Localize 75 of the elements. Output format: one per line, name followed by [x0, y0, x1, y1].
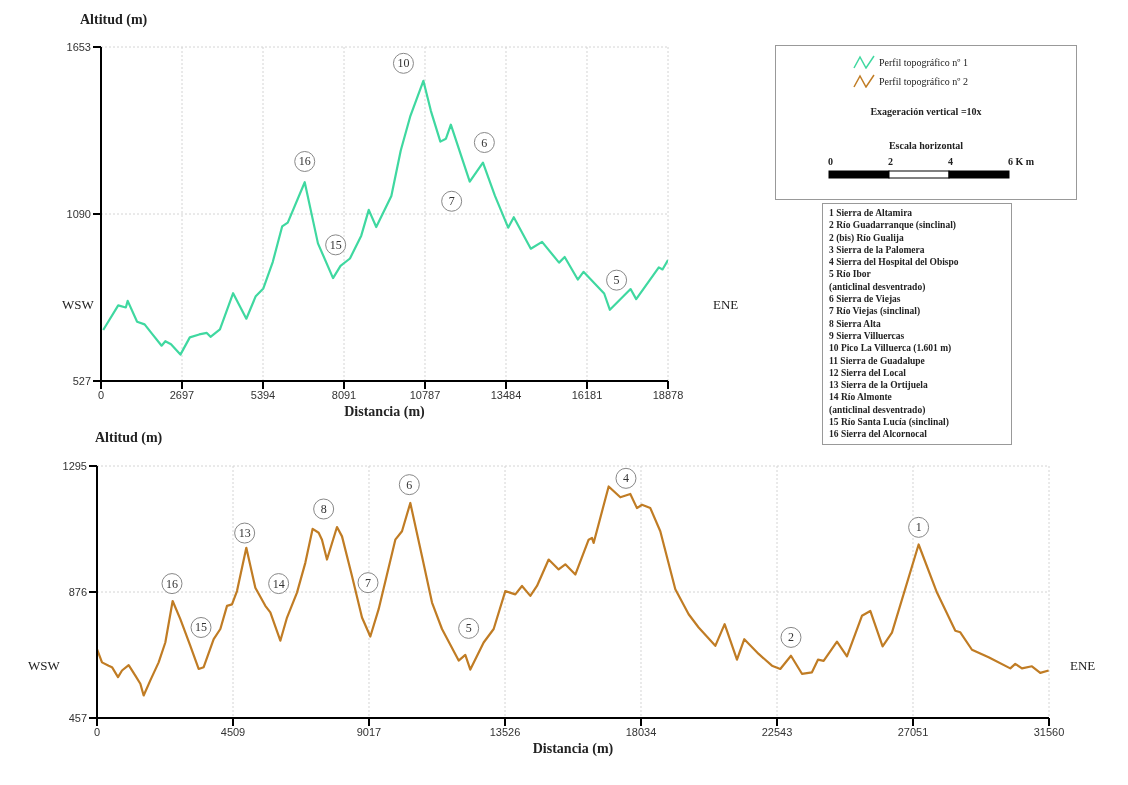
annotation: 8: [320, 502, 327, 516]
text: 5 Río Ibor: [829, 268, 872, 281]
x-tick-label: 13484: [490, 388, 522, 401]
x-tick-label: 5394: [250, 388, 276, 401]
annotation: 14: [272, 576, 285, 591]
text: 14 Río Almonte: [829, 391, 893, 404]
x-tick-label: 27051: [897, 725, 929, 738]
text: 8 Sierra Alta: [829, 317, 882, 330]
annotation: 10: [397, 56, 410, 71]
annotation: 6: [481, 135, 488, 150]
x-axis-title: Distancia (m): [532, 741, 614, 757]
text: Exageración vertical =10x: [869, 106, 983, 117]
x-tick-label: 2697: [169, 388, 195, 401]
x-axis-title: Distancia (m): [344, 404, 426, 420]
text: 7 Río Viejas (sinclinal): [829, 305, 922, 318]
annotation: 2: [787, 630, 794, 645]
x-tick-label: 4509: [220, 725, 246, 738]
annotation: 16: [165, 576, 178, 591]
text: 15 Río Santa Lucía (sinclinal): [829, 416, 950, 429]
line-series: [102, 79, 668, 356]
text: 12 Sierra del Local: [829, 366, 907, 380]
annotation: 5: [613, 273, 620, 288]
text: 6 Sierra de Viejas: [829, 293, 902, 306]
y-tick-label: 457: [68, 711, 87, 724]
x-tick-label: 9017: [356, 725, 382, 738]
text: ENE: [1070, 658, 1096, 674]
x-tick-label: 18034: [625, 725, 657, 738]
text: 2 Río Guadarranque (sinclinal): [829, 219, 957, 232]
text: 0: [828, 156, 833, 167]
legend-label: Perfil topográfico nº 2: [879, 75, 968, 87]
text: (anticlinal desventrado): [829, 280, 927, 294]
text: ENE: [713, 297, 739, 313]
text: 6 K m: [1008, 156, 1035, 167]
legend-label: Perfil topográfico nº 1: [879, 56, 968, 68]
text: WSW: [28, 658, 60, 674]
annotation: 6: [406, 477, 413, 492]
y-tick-label: 1653: [66, 40, 91, 53]
x-tick-label: 13526: [489, 725, 521, 738]
text: 4 Sierra del Hospital del Obispo: [829, 256, 960, 269]
annotation: 15: [329, 237, 342, 252]
text: 16 Sierra del Alcornocal: [829, 428, 928, 441]
x-tick-label: 16181: [571, 388, 603, 401]
annotation: 15: [195, 620, 208, 635]
x-tick-label: 18878: [652, 388, 684, 401]
text: 10 Pico La Villuerca (1.601 m): [829, 342, 953, 355]
text: 3 Sierra de la Palomera: [829, 243, 926, 257]
x-tick-label: 22543: [761, 725, 793, 738]
text: WSW: [62, 297, 94, 313]
text: 11 Sierra de Guadalupe: [829, 354, 926, 367]
text: 2: [888, 156, 893, 167]
annotation: 16: [298, 154, 311, 169]
annotation: 1: [915, 520, 922, 535]
text: 4: [948, 156, 953, 167]
text: Escala horizontal: [887, 140, 965, 151]
y-tick-label: 1090: [66, 207, 91, 220]
annotation: 5: [465, 621, 472, 636]
annotation: 4: [622, 471, 629, 486]
text: 2 (bis) Río Gualija: [829, 231, 905, 244]
x-tick-label: 10787: [409, 388, 441, 401]
text: 9 Sierra Villuercas: [829, 329, 906, 343]
x-tick-label: 0: [93, 725, 101, 738]
annotation: 7: [448, 194, 455, 209]
x-tick-label: 31560: [1033, 725, 1065, 738]
y-tick-label: 527: [72, 374, 91, 387]
text: 1 Sierra de Altamira: [829, 207, 914, 220]
y-tick-label: 1295: [62, 459, 87, 472]
y-axis-title: Altitud (m): [80, 12, 148, 28]
annotation: 13: [238, 526, 251, 541]
text: (anticlinal desventrado): [829, 403, 927, 417]
annotation: 7: [365, 575, 371, 590]
y-tick-label: 876: [68, 585, 87, 598]
text: 13 Sierra de la Ortijuela: [829, 379, 929, 392]
x-tick-label: 0: [97, 388, 105, 401]
y-axis-title: Altitud (m): [95, 430, 163, 446]
x-tick-label: 8091: [331, 388, 357, 401]
